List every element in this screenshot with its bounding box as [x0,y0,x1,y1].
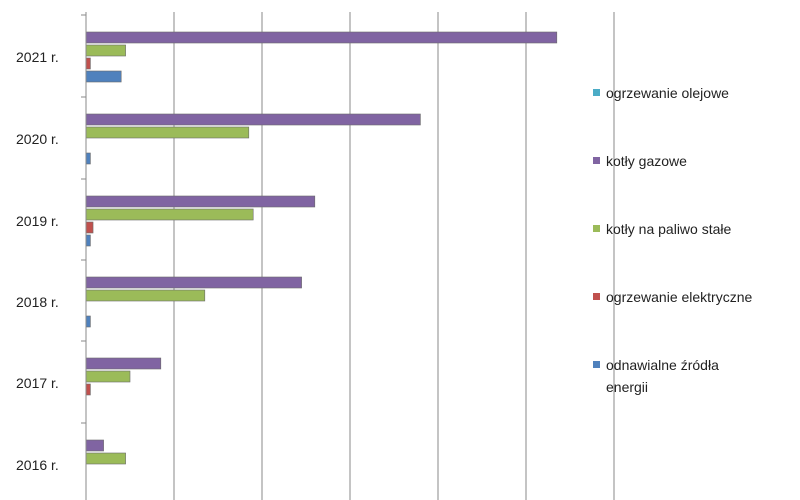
bar [85,289,206,302]
category-label: 2020 r. [16,131,59,147]
category-label: 2021 r. [16,49,59,65]
legend: ogrzewanie olejowe kotły gazowe kotły na p… [593,85,753,395]
bar [85,31,558,44]
bar [85,208,254,221]
bar [85,383,91,396]
bar [85,126,250,139]
category-label: 2019 r. [16,213,59,229]
legend-swatch [593,89,600,96]
legend-swatch [593,157,600,164]
bar [85,113,421,126]
bar [85,234,91,247]
legend-swatch [593,293,600,300]
legend-label: ogrzewanie elektryczne [606,289,753,305]
gridlines [85,12,615,500]
bar [85,70,122,83]
bar [85,276,302,289]
category-label: 2016 r. [16,457,59,473]
bar [85,195,316,208]
category-label: 2017 r. [16,375,59,391]
category-labels: 2016 r. 2017 r. 2018 r. 2019 r. 2020 r. 2021 … [16,49,59,473]
category-label: 2018 r. [16,294,59,310]
legend-label: kotły gazowe [606,153,687,169]
legend-label: kotły na paliwo stałe [606,221,732,237]
bars [85,31,558,465]
bar [85,357,162,370]
bar [85,221,94,234]
bar [85,44,126,57]
bar [85,152,91,165]
legend-swatch [593,225,600,232]
bar [85,439,104,452]
legend-label: ogrzewanie olejowe [606,85,729,101]
legend-label: odnawialne źródła energii [606,357,719,395]
bar [85,315,91,328]
bar [85,452,126,465]
bar [85,370,131,383]
legend-swatch [593,361,600,368]
axes [81,12,87,500]
bar [85,57,91,70]
